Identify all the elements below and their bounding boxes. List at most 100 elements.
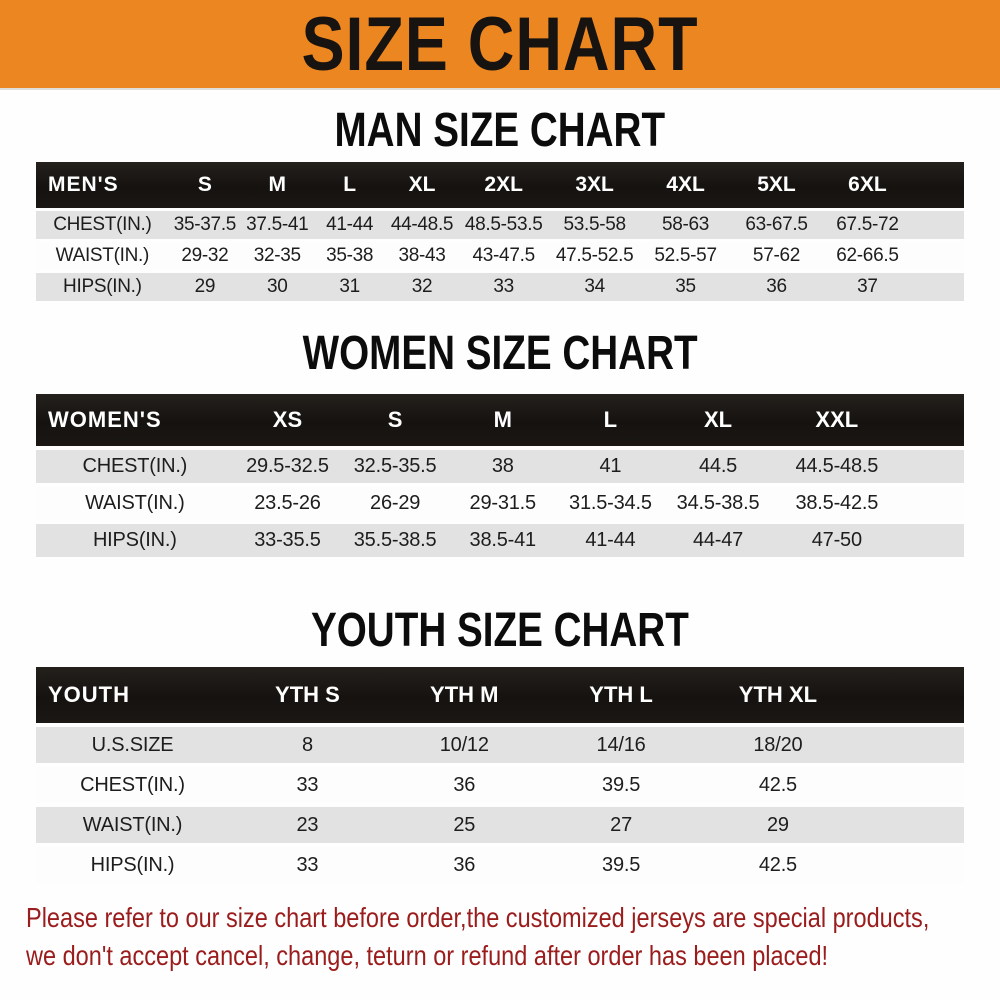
size-value-cell: 48.5-53.5	[458, 211, 550, 239]
filler-cell	[912, 162, 964, 208]
women-size-chart-section: WOMEN SIZE CHART WOMEN'S XS S M L XL XXL…	[0, 324, 1000, 561]
youth-size-chart-section: YOUTH SIZE CHART YOUTH YTH S YTH M YTH L…	[0, 601, 1000, 887]
size-value-cell: 33	[229, 767, 386, 803]
size-value-cell: 47-50	[771, 524, 902, 557]
size-value-cell: 67.5-72	[821, 211, 913, 239]
size-value-cell: 37	[821, 273, 913, 301]
size-value-cell: 34	[549, 273, 641, 301]
size-value-cell: 33	[458, 273, 550, 301]
table-row: U.S.SIZE 8 10/12 14/16 18/20	[36, 727, 964, 763]
youth-section-title: YOUTH SIZE CHART	[0, 601, 1000, 657]
table-row: HIPS(IN.) 33-35.5 35.5-38.5 38.5-41 41-4…	[36, 524, 964, 557]
size-value-cell: 26-29	[341, 487, 449, 520]
women-header-row: WOMEN'S XS S M L XL XXL	[36, 394, 964, 446]
column-header: M	[241, 162, 314, 208]
size-value-cell: 35	[640, 273, 732, 301]
size-value-cell: 38.5-41	[448, 524, 557, 557]
table-row: CHEST(IN.) 35-37.5 37.5-41 41-44 44-48.5…	[36, 211, 964, 239]
men-header-label: MEN'S	[36, 162, 169, 208]
column-header: XL	[385, 162, 459, 208]
size-value-cell: 30	[241, 273, 314, 301]
size-value-cell: 8	[229, 727, 386, 763]
column-header: XL	[664, 394, 772, 446]
size-value-cell: 29	[168, 273, 242, 301]
column-header: S	[341, 394, 449, 446]
youth-header-label: YOUTH	[36, 667, 230, 723]
size-value-cell: 42.5	[699, 767, 857, 803]
man-section-title-text: MAN SIZE CHART	[334, 101, 666, 157]
size-value-cell: 43-47.5	[458, 242, 550, 270]
table-row: HIPS(IN.) 33 36 39.5 42.5	[36, 847, 964, 883]
size-value-cell: 29-31.5	[448, 487, 557, 520]
size-value-cell: 44-47	[664, 524, 772, 557]
banner-title: SIZE CHART	[301, 1, 699, 87]
size-value-cell: 41-44	[556, 524, 665, 557]
row-label: CHEST(IN.)	[36, 450, 234, 483]
women-section-title-text: WOMEN SIZE CHART	[302, 324, 698, 380]
size-value-cell: 37.5-41	[241, 211, 314, 239]
column-header: YTH M	[385, 667, 543, 723]
size-value-cell: 35-37.5	[168, 211, 242, 239]
filler-cell	[901, 524, 964, 557]
women-section-title: WOMEN SIZE CHART	[0, 324, 1000, 380]
size-value-cell: 36	[385, 767, 543, 803]
filler-cell	[912, 211, 964, 239]
size-value-cell: 25	[385, 807, 543, 843]
men-header-row: MEN'S S M L XL 2XL 3XL 4XL 5XL 6XL	[36, 162, 964, 208]
column-header: 4XL	[640, 162, 732, 208]
man-size-chart-section: MAN SIZE CHART MEN'S S M L XL 2XL 3XL 4X…	[0, 101, 1000, 304]
row-label: CHEST(IN.)	[36, 211, 169, 239]
column-header: YTH S	[229, 667, 386, 723]
size-value-cell: 52.5-57	[640, 242, 732, 270]
youth-section-title-text: YOUTH SIZE CHART	[311, 601, 689, 657]
size-value-cell: 10/12	[385, 727, 543, 763]
table-row: CHEST(IN.) 33 36 39.5 42.5	[36, 767, 964, 803]
youth-header-row: YOUTH YTH S YTH M YTH L YTH XL	[36, 667, 964, 723]
size-value-cell: 31	[313, 273, 386, 301]
size-value-cell: 38.5-42.5	[771, 487, 902, 520]
size-value-cell: 44-48.5	[385, 211, 459, 239]
women-size-table: WOMEN'S XS S M L XL XXL CHEST(IN.) 29.5-…	[36, 390, 964, 561]
size-value-cell: 38	[448, 450, 557, 483]
column-header: M	[448, 394, 557, 446]
row-label: WAIST(IN.)	[36, 487, 234, 520]
row-label: HIPS(IN.)	[36, 847, 230, 883]
filler-cell	[912, 242, 964, 270]
size-value-cell: 18/20	[699, 727, 857, 763]
size-value-cell: 57-62	[731, 242, 822, 270]
size-value-cell: 32-35	[241, 242, 314, 270]
column-header: XXL	[771, 394, 902, 446]
size-value-cell: 47.5-52.5	[549, 242, 641, 270]
size-value-cell: 14/16	[542, 727, 700, 763]
filler-cell	[856, 727, 964, 763]
women-header-label: WOMEN'S	[36, 394, 234, 446]
notice-line-2: we don't accept cancel, change, teturn o…	[26, 940, 829, 971]
filler-cell	[856, 767, 964, 803]
table-row: WAIST(IN.) 23 25 27 29	[36, 807, 964, 843]
size-value-cell: 29-32	[168, 242, 242, 270]
banner: SIZE CHART	[0, 0, 1000, 90]
size-value-cell: 41-44	[313, 211, 386, 239]
size-value-cell: 39.5	[542, 767, 700, 803]
column-header: XS	[233, 394, 342, 446]
column-header: YTH L	[542, 667, 700, 723]
table-row: WAIST(IN.) 29-32 32-35 35-38 38-43 43-47…	[36, 242, 964, 270]
filler-cell	[856, 847, 964, 883]
column-header: L	[556, 394, 665, 446]
table-row: WAIST(IN.) 23.5-26 26-29 29-31.5 31.5-34…	[36, 487, 964, 520]
size-value-cell: 27	[542, 807, 700, 843]
column-header: 5XL	[731, 162, 822, 208]
column-header: S	[168, 162, 242, 208]
row-label: CHEST(IN.)	[36, 767, 230, 803]
size-value-cell: 34.5-38.5	[664, 487, 772, 520]
size-value-cell: 35-38	[313, 242, 386, 270]
filler-cell	[856, 807, 964, 843]
men-size-table: MEN'S S M L XL 2XL 3XL 4XL 5XL 6XL CHEST…	[36, 159, 964, 304]
size-value-cell: 31.5-34.5	[556, 487, 665, 520]
table-row: HIPS(IN.) 29 30 31 32 33 34 35 36 37	[36, 273, 964, 301]
size-value-cell: 32	[385, 273, 459, 301]
size-value-cell: 62-66.5	[821, 242, 913, 270]
table-row: CHEST(IN.) 29.5-32.5 32.5-35.5 38 41 44.…	[36, 450, 964, 483]
size-value-cell: 36	[731, 273, 822, 301]
